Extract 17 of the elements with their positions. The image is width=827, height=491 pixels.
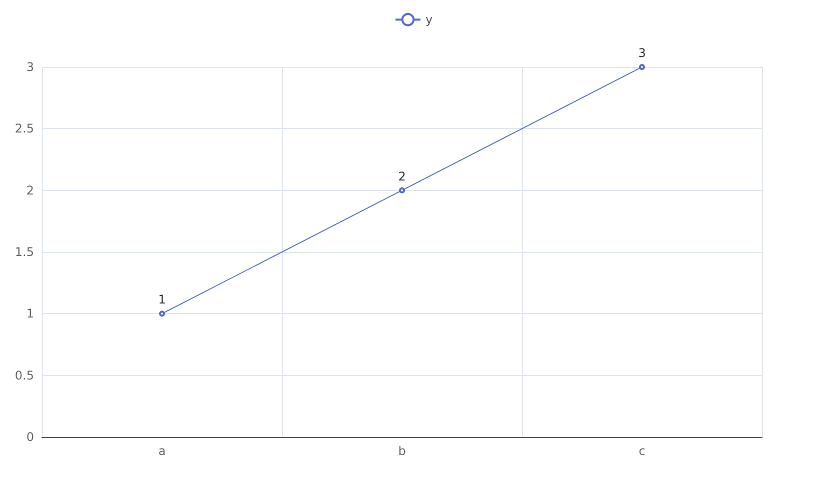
x-tick-label: b (398, 444, 406, 458)
data-label: 3 (638, 46, 646, 60)
point (639, 64, 645, 70)
y-tick-label: 0 (26, 430, 34, 444)
y-tick-label: 2.5 (14, 122, 34, 136)
point (399, 187, 405, 194)
legend-label: y (425, 12, 433, 27)
y-tick-label: 3 (26, 60, 34, 74)
data-label: 2 (398, 169, 406, 184)
y-tick-label: 2 (26, 183, 34, 198)
data-label: 1 (158, 292, 166, 307)
y-tick-label: 1 (26, 306, 34, 321)
y-tick-label: 0.5 (14, 368, 34, 382)
point (159, 310, 165, 317)
x-tick-label: c (638, 444, 646, 458)
x-tick-label: a (158, 444, 166, 458)
y-tick-label: 1.5 (14, 245, 34, 259)
